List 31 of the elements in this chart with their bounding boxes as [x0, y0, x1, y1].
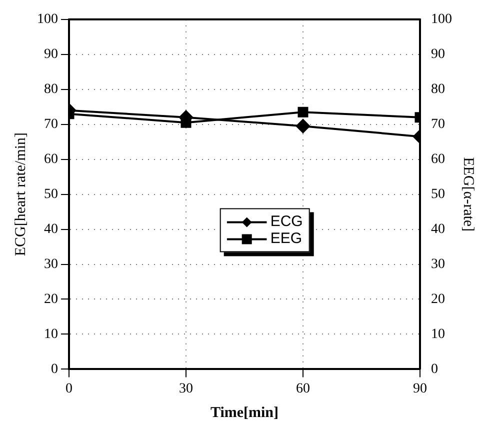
y2-tick-label: 60: [431, 152, 445, 167]
y2-tick-label: 30: [431, 256, 445, 272]
x-axis-title: Time[min]: [210, 404, 279, 421]
y-tick-label: 40: [44, 222, 58, 237]
y2-tick-label: 0: [431, 362, 438, 377]
y-axis-title: ECG[heart rate/min]: [12, 132, 29, 256]
legend-label: ECG: [270, 213, 303, 230]
y2-tick-label: 10: [431, 326, 445, 342]
legend-label: EEG: [270, 230, 302, 248]
y-tick-label: 50: [44, 186, 58, 202]
y2-tick-label: 40: [431, 222, 445, 237]
y-tick-label: 20: [44, 292, 58, 307]
y2-tick-label: 70: [431, 117, 445, 132]
y2-tick-label: 50: [431, 186, 445, 202]
y-tick-label: 100: [37, 12, 58, 28]
x-tick-label: 60: [296, 381, 310, 396]
y-tick-label: 80: [44, 82, 58, 98]
x-tick-label: 30: [179, 381, 193, 396]
y-tick-label: 10: [44, 326, 58, 342]
y-tick-label: 90: [44, 47, 58, 62]
y2-tick-label: 100: [431, 12, 452, 28]
y2-axis-title: EEG[α-rate]: [460, 157, 476, 232]
y2-tick-label: 90: [431, 47, 445, 62]
y2-tick-label: 20: [431, 292, 445, 307]
y-tick-label: 0: [51, 362, 58, 377]
y-tick-label: 70: [44, 117, 58, 132]
x-tick-label: 0: [66, 381, 72, 396]
y2-tick-label: 80: [431, 82, 445, 98]
y-tick-label: 30: [44, 256, 58, 272]
x-tick-label: 90: [413, 381, 427, 396]
y-tick-label: 60: [44, 152, 58, 167]
